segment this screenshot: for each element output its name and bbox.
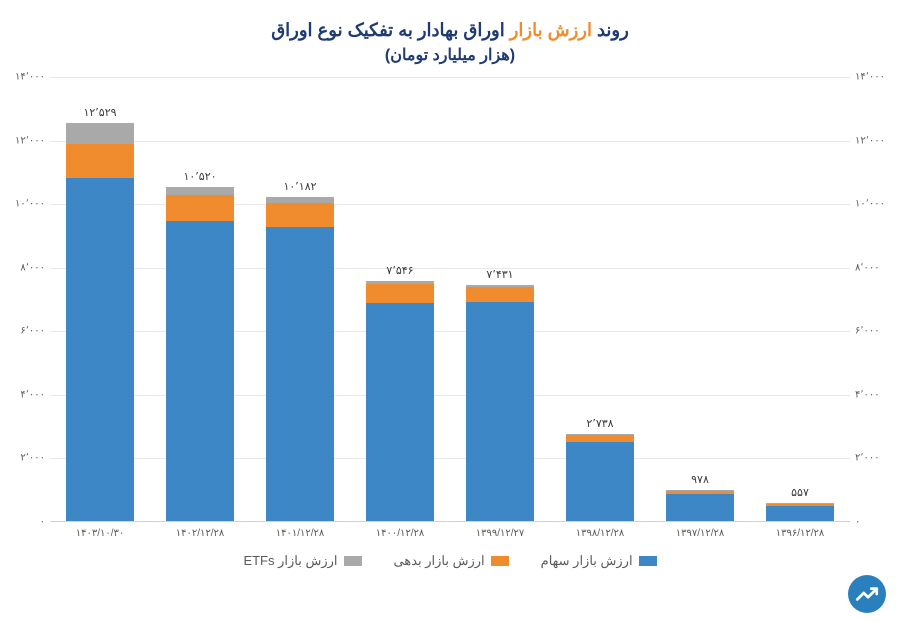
legend-label: ارزش بازار سهام <box>541 553 633 569</box>
x-tick-label: ۱۴۰۰/۱۲/۲۸ <box>350 528 450 539</box>
chart-arrow-icon <box>854 581 880 607</box>
y-tick-label-right: ۱۰٬۰۰۰ <box>855 199 895 210</box>
bar-segment <box>466 302 534 521</box>
bar-stack: ۷٬۴۳۱ <box>466 285 534 521</box>
chart-subtitle: (هزار میلیارد تومان) <box>50 45 850 65</box>
y-tick-label-right: ۶٬۰۰۰ <box>855 326 895 337</box>
legend-item: ارزش بازار ETFs <box>243 553 361 569</box>
legend-label: ارزش بازار بدهی <box>394 553 485 569</box>
bar-segment <box>266 227 334 521</box>
bar-segment <box>466 287 534 301</box>
bar-stack: ۱۰٬۱۸۲ <box>266 197 334 521</box>
x-tick-label: ۱۳۹۹/۱۲/۲۷ <box>450 528 550 539</box>
title-highlight: ارزش بازار <box>510 20 592 40</box>
bar-segment <box>566 442 634 521</box>
x-tick-label: ۱۴۰۲/۱۲/۲۸ <box>150 528 250 539</box>
x-tick-label: ۱۴۰۳/۱۰/۳۰ <box>50 528 150 539</box>
y-tick-label-right: ۸٬۰۰۰ <box>855 262 895 273</box>
legend-swatch <box>491 556 509 566</box>
title-post: اوراق بهادار به تفکیک نوع اوراق <box>271 20 510 40</box>
bar-segment <box>766 506 834 521</box>
y-tick-label-left: ۶٬۰۰۰ <box>5 326 45 337</box>
bar-stack: ۱۰٬۵۲۰ <box>166 187 234 521</box>
x-tick-label: ۱۳۹۷/۱۲/۲۸ <box>650 528 750 539</box>
y-tick-label-right: ۲٬۰۰۰ <box>855 453 895 464</box>
legend: ارزش بازار سهام ارزش بازار بدهی ارزش بازار… <box>50 553 850 569</box>
bar-total-label: ۱۲٬۵۲۹ <box>83 106 116 119</box>
plot-area: ۰۰۲٬۰۰۰۲٬۰۰۰۴٬۰۰۰۴٬۰۰۰۶٬۰۰۰۶٬۰۰۰۸٬۰۰۰۸٬۰… <box>50 77 850 522</box>
bar-total-label: ۱۰٬۵۲۰ <box>183 170 216 183</box>
y-tick-label-left: ۱۴٬۰۰۰ <box>5 72 45 83</box>
y-tick-label-left: ۰ <box>5 517 45 528</box>
bar-total-label: ۲٬۷۳۸ <box>586 417 613 430</box>
bar-segment <box>166 187 234 196</box>
y-tick-label-left: ۸٬۰۰۰ <box>5 262 45 273</box>
bars-layer: ۵۵۷ ۹۷۸ ۲٬۷۳۸ ۷٬۴۳۱ ۷٬۵۴۶ ۱۰٬۱۸۲ ۱۰٬۵۲۰ ۱۲٬۵۲۹ <box>50 77 850 521</box>
y-tick-label-left: ۲٬۰۰۰ <box>5 453 45 464</box>
bar-stack: ۱۲٬۵۲۹ <box>66 123 134 521</box>
y-tick-label-right: ۰ <box>855 517 895 528</box>
bar-stack: ۹۷۸ <box>666 490 734 521</box>
bar-segment <box>166 221 234 521</box>
bar-segment <box>266 203 334 227</box>
y-tick-label-right: ۴٬۰۰۰ <box>855 389 895 400</box>
y-tick-label-left: ۱۰٬۰۰۰ <box>5 199 45 210</box>
x-tick-label: ۱۳۹۸/۱۲/۲۸ <box>550 528 650 539</box>
bar-segment <box>366 303 434 521</box>
brand-logo <box>848 575 886 613</box>
x-tick-label: ۱۳۹۶/۱۲/۲۸ <box>750 528 850 539</box>
legend-swatch <box>344 556 362 566</box>
legend-swatch <box>639 556 657 566</box>
bar-total-label: ۷٬۵۴۶ <box>386 264 413 277</box>
bar-total-label: ۹۷۸ <box>691 473 709 486</box>
chart-container: روند ارزش بازار اوراق بهادار به تفکیک نو… <box>0 0 900 623</box>
bar-segment <box>366 284 434 303</box>
y-tick-label-right: ۱۴٬۰۰۰ <box>855 72 895 83</box>
bar-group: ۷٬۵۴۶ <box>350 281 450 521</box>
bar-stack: ۷٬۵۴۶ <box>366 281 434 521</box>
bar-segment <box>66 144 134 177</box>
y-tick-label-right: ۱۲٬۰۰۰ <box>855 135 895 146</box>
bar-total-label: ۷٬۴۳۱ <box>486 268 513 281</box>
bar-group: ۲٬۷۳۸ <box>550 434 650 521</box>
x-tick-label: ۱۴۰۱/۱۲/۲۸ <box>250 528 350 539</box>
bar-total-label: ۵۵۷ <box>791 486 809 499</box>
bar-group: ۱۲٬۵۲۹ <box>50 123 150 521</box>
bar-group: ۷٬۴۳۱ <box>450 285 550 521</box>
bar-stack: ۲٬۷۳۸ <box>566 434 634 521</box>
y-tick-label-left: ۱۲٬۰۰۰ <box>5 135 45 146</box>
legend-label: ارزش بازار ETFs <box>243 553 337 569</box>
bar-stack: ۵۵۷ <box>766 503 834 521</box>
chart-title: روند ارزش بازار اوراق بهادار به تفکیک نو… <box>50 20 850 41</box>
y-tick-label-left: ۴٬۰۰۰ <box>5 389 45 400</box>
bar-group: ۱۰٬۱۸۲ <box>250 197 350 521</box>
bar-group: ۵۵۷ <box>750 503 850 521</box>
bar-segment <box>66 178 134 521</box>
bar-segment <box>66 123 134 145</box>
x-axis-labels: ۱۳۹۶/۱۲/۲۸۱۳۹۷/۱۲/۲۸۱۳۹۸/۱۲/۲۸۱۳۹۹/۱۲/۲۷… <box>50 528 850 539</box>
bar-total-label: ۱۰٬۱۸۲ <box>283 180 316 193</box>
bar-group: ۹۷۸ <box>650 490 750 521</box>
title-pre: روند <box>592 20 629 40</box>
bar-group: ۱۰٬۵۲۰ <box>150 187 250 521</box>
bar-segment <box>166 195 234 220</box>
legend-item: ارزش بازار سهام <box>541 553 657 569</box>
bar-segment <box>566 435 634 442</box>
legend-item: ارزش بازار بدهی <box>394 553 509 569</box>
bar-segment <box>666 494 734 521</box>
